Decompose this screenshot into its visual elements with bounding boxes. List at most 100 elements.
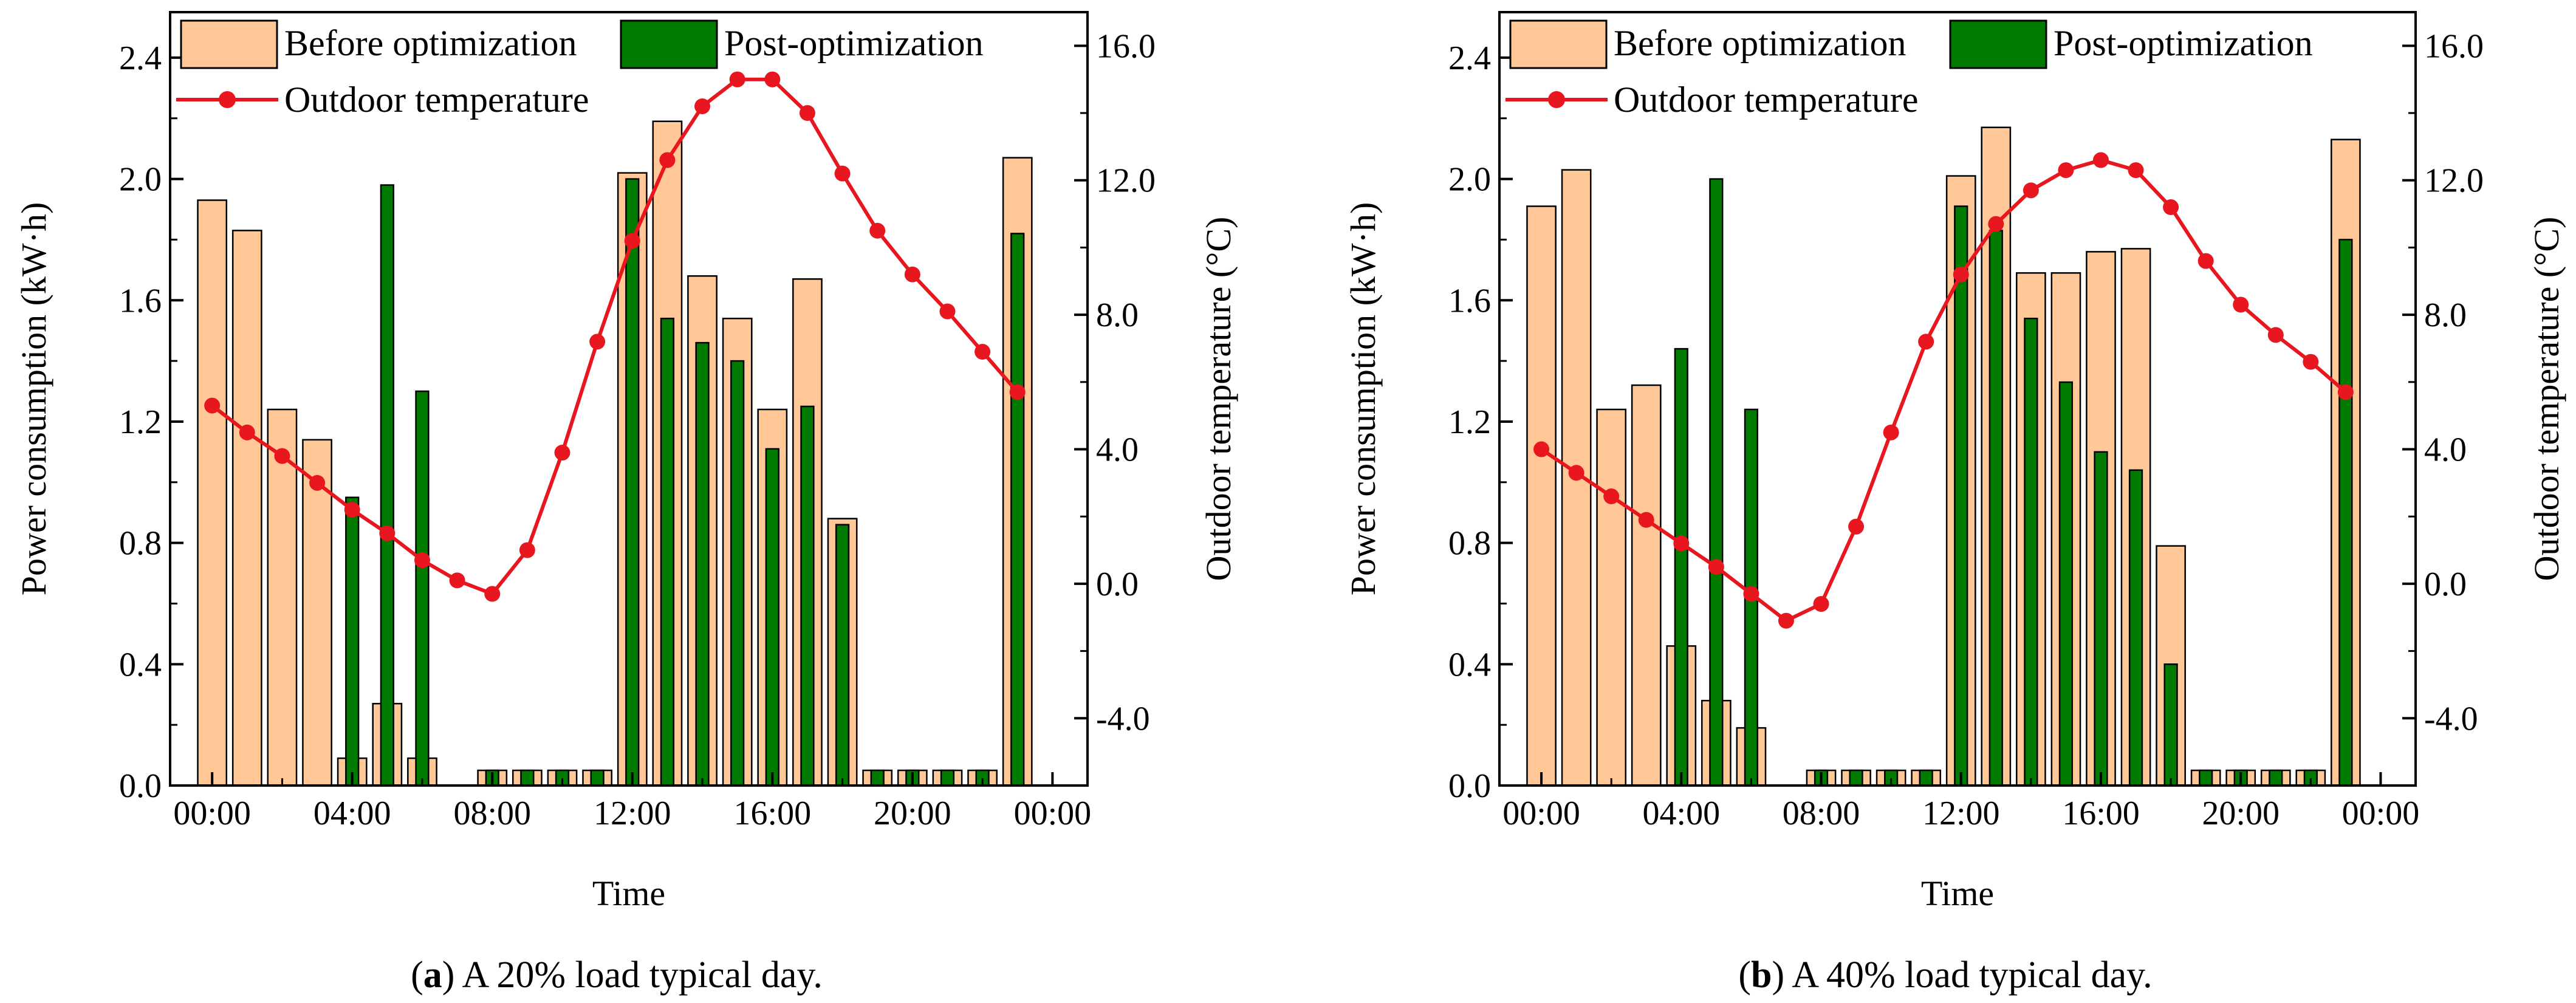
temperature-point [204, 397, 221, 414]
y2-tick-label: -4.0 [2424, 700, 2478, 738]
temperature-point [449, 572, 465, 589]
temperature-point [414, 552, 430, 569]
temperature-point [1743, 586, 1759, 602]
legend-post-label: Post-optimization [724, 23, 984, 63]
temperature-point [589, 334, 606, 350]
x-tick-label: 16:00 [2062, 795, 2140, 832]
legend-post-label: Post-optimization [2054, 23, 2313, 63]
temperature-point [2023, 182, 2039, 199]
bar-post [1919, 769, 1933, 787]
x-tick-label: 00:00 [2342, 795, 2420, 832]
bar-post [1954, 205, 1968, 787]
chart-panel-b: 0.0 0.4 0.8 1.2 1.6 2.0 2.4 -4.0 0.0 4.0 8.0 12.0 16… [1343, 11, 2566, 996]
y2-tick-label: 12.0 [1096, 162, 1156, 200]
temperature-point [1848, 518, 1865, 535]
y-tick-label: 0.0 [1448, 767, 1491, 805]
caption-letter: b [1751, 954, 1772, 996]
bar-before [197, 199, 228, 787]
caption-paren-open: ( [411, 954, 423, 996]
temperature-point [484, 586, 501, 602]
panel-caption: (a) A 20% load typical day. [411, 954, 823, 996]
bar-post [2199, 769, 2213, 787]
bar-post [2163, 663, 2178, 787]
temperature-point [554, 445, 570, 461]
temperature-point [939, 303, 956, 320]
x-tick-label: 04:00 [313, 795, 391, 832]
legend-before-swatch [180, 19, 278, 69]
temperature-point [1568, 465, 1584, 481]
temperature-point [379, 525, 396, 541]
temperature-point [764, 71, 781, 87]
temperature-point [834, 165, 851, 182]
bar-post [695, 341, 710, 787]
y2-tick-label: 12.0 [2424, 162, 2484, 200]
temperature-point [904, 266, 920, 282]
y2-tick-label: -4.0 [1096, 700, 1150, 738]
temperature-point [274, 448, 290, 464]
temperature-point [1778, 612, 1794, 629]
temperature-point [2197, 253, 2214, 269]
x-tick-label: 08:00 [453, 795, 531, 832]
temperature-point [624, 233, 640, 249]
bar-post [2058, 381, 2074, 787]
bar-before [1526, 205, 1557, 787]
bar-before [302, 439, 332, 787]
caption-text: ) A 40% load typical day. [1772, 954, 2152, 996]
y-tick-label: 1.2 [119, 403, 162, 441]
bar-before [267, 408, 298, 787]
y-tick-label: 1.6 [119, 282, 162, 320]
x-tick-label: 00:00 [173, 795, 251, 832]
bar-post [380, 184, 394, 787]
y2-tick-label: 8.0 [2424, 296, 2467, 334]
x-tick-label: 08:00 [1783, 795, 1860, 832]
bar-post [940, 769, 955, 787]
x-tick-label: 00:00 [1502, 795, 1580, 832]
temperature-point [2092, 152, 2109, 168]
y-tick-label: 0.0 [119, 767, 162, 805]
temperature-point [309, 474, 326, 491]
y2-tick-label: 4.0 [2424, 431, 2467, 469]
caption-paren-open: ( [1738, 954, 1751, 996]
bar-post [590, 769, 605, 787]
legend-before-label: Before optimization [284, 23, 577, 63]
temperature-point [2337, 384, 2354, 400]
legend-post-swatch [1949, 19, 2047, 69]
y2-tick-label: 16.0 [2424, 27, 2484, 65]
bar-before [231, 230, 262, 787]
bar-post [1674, 347, 1688, 787]
temperature-line [1540, 158, 2347, 623]
temperature-point [344, 502, 360, 518]
legend-temp-label: Outdoor temperature [284, 80, 589, 120]
chart-panel-a: 0.0 0.4 0.8 1.2 1.6 2.0 2.4 -4.0 0.0 4.0 8.0 12.0 16… [14, 11, 1238, 996]
temperature-point [2303, 354, 2319, 370]
temperature-point [2233, 296, 2249, 313]
bar-before [1596, 408, 1627, 787]
y-tick-label: 2.4 [119, 39, 162, 77]
y2-tick-label: 0.0 [1096, 566, 1139, 603]
y2-tick-label: 4.0 [1096, 431, 1139, 469]
x-tick-label: 12:00 [594, 795, 671, 832]
y-tick-label: 1.2 [1448, 403, 1491, 441]
bar-post [1010, 233, 1025, 787]
plot-frame [169, 11, 1089, 787]
temperature-point [1533, 441, 1550, 457]
x-axis-label: Time [1921, 874, 1994, 913]
y-axis-label: Power consumption (kW·h) [14, 202, 53, 596]
temperature-point [975, 344, 991, 360]
legend-before-label: Before optimization [1614, 23, 1906, 63]
bar-post [2338, 239, 2353, 787]
temperature-point [729, 71, 745, 87]
bar-post [2024, 317, 2038, 787]
x-tick-label: 00:00 [1014, 795, 1092, 832]
plot-frame [1498, 11, 2417, 787]
temperature-point [519, 542, 535, 558]
y-tick-label: 1.6 [1448, 282, 1491, 320]
bar-post [625, 178, 640, 787]
y-axis-label: Power consumption (kW·h) [1343, 202, 1383, 596]
x-tick-label: 20:00 [874, 795, 951, 832]
temperature-point [1009, 384, 1026, 400]
bar-post [415, 390, 430, 787]
temperature-point [659, 152, 676, 168]
bar-before [1631, 384, 1662, 787]
